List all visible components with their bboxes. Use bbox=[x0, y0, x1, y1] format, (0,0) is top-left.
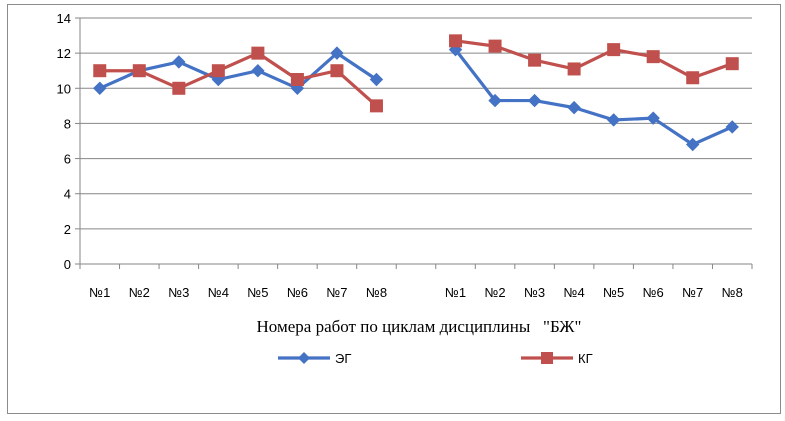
data-point bbox=[488, 93, 502, 108]
data-point bbox=[290, 73, 304, 86]
y-tick-label: 10 bbox=[57, 81, 71, 96]
x-tick-label: №3 bbox=[524, 285, 545, 300]
data-point bbox=[527, 93, 542, 108]
axes bbox=[75, 17, 753, 269]
data-point bbox=[646, 50, 660, 64]
legend-item: КГ bbox=[521, 351, 593, 366]
x-tick-label: №7 bbox=[326, 285, 347, 300]
y-tick-label: 4 bbox=[64, 187, 71, 202]
data-point bbox=[132, 64, 146, 78]
legend-marker bbox=[541, 352, 553, 364]
x-tick-label: №1 bbox=[89, 285, 110, 300]
series-line bbox=[99, 51, 378, 90]
chart-frame: 0 2 4 6 8 10 12 14 №1 №2 №3 №4 №5 №6 №7 №8 №1 №2 №3 №4 №5 №6 №… bbox=[7, 4, 781, 414]
data-point bbox=[251, 46, 265, 60]
legend-label: ЭГ bbox=[335, 351, 351, 366]
data-point bbox=[251, 64, 265, 78]
x-tick-label: №6 bbox=[643, 285, 664, 300]
series-line bbox=[99, 51, 378, 108]
series-layer bbox=[93, 34, 739, 152]
x-tick-label: №1 bbox=[445, 285, 466, 300]
series-kg bbox=[93, 34, 739, 113]
legend-label: КГ bbox=[578, 351, 593, 366]
x-tick-label: №4 bbox=[208, 285, 229, 300]
y-tick-label: 6 bbox=[64, 152, 71, 167]
x-axis-title: Номера работ по циклам дисциплины "БЖ" bbox=[257, 317, 582, 336]
gridlines bbox=[80, 17, 752, 230]
line-chart: 0 2 4 6 8 10 12 14 №1 №2 №3 №4 №5 №6 №7 №8 №1 №2 №3 №4 №5 №6 №… bbox=[57, 11, 753, 366]
data-point bbox=[685, 137, 700, 152]
data-point bbox=[725, 57, 739, 71]
x-tick-label: №8 bbox=[366, 285, 387, 300]
data-point bbox=[211, 64, 225, 78]
y-tick-label: 14 bbox=[57, 11, 71, 26]
series-line bbox=[455, 39, 733, 80]
x-tick-label: №3 bbox=[168, 285, 189, 300]
data-point bbox=[449, 34, 463, 48]
tick-labels: 0 2 4 6 8 10 12 14 №1 №2 №3 №4 №5 №6 №7 №8 №1 №2 №3 №4 №5 №6 №… bbox=[57, 11, 743, 300]
legend: ЭГ КГ bbox=[278, 351, 593, 366]
x-tick-label: №7 bbox=[682, 285, 703, 300]
data-point bbox=[369, 72, 384, 87]
data-point bbox=[686, 71, 700, 85]
data-point bbox=[93, 81, 107, 95]
data-point bbox=[607, 43, 621, 57]
x-tick-label: №6 bbox=[287, 285, 308, 300]
data-point bbox=[725, 120, 739, 134]
legend-item: ЭГ bbox=[278, 351, 351, 366]
data-point bbox=[567, 100, 581, 115]
x-tick-label: №8 bbox=[722, 285, 743, 300]
y-tick-label: 0 bbox=[64, 257, 71, 272]
data-point bbox=[567, 62, 581, 76]
y-tick-label: 8 bbox=[64, 116, 71, 131]
data-point bbox=[369, 99, 383, 113]
y-tick-label: 12 bbox=[57, 46, 71, 61]
data-point bbox=[330, 64, 344, 78]
x-tick-label: №2 bbox=[129, 285, 150, 300]
y-tick-label: 2 bbox=[64, 222, 71, 237]
data-point bbox=[93, 64, 107, 78]
data-point bbox=[488, 39, 502, 53]
data-point bbox=[172, 81, 186, 95]
series-eg bbox=[93, 42, 739, 152]
data-point bbox=[330, 46, 344, 60]
x-tick-label: №5 bbox=[603, 285, 624, 300]
data-point bbox=[528, 53, 542, 67]
legend-marker bbox=[298, 352, 310, 364]
x-tick-label: №2 bbox=[484, 285, 505, 300]
data-point bbox=[646, 111, 660, 125]
x-tick-label: №5 bbox=[247, 285, 268, 300]
x-tick-label: №4 bbox=[564, 285, 585, 300]
data-point bbox=[606, 113, 621, 127]
data-point bbox=[172, 55, 186, 69]
